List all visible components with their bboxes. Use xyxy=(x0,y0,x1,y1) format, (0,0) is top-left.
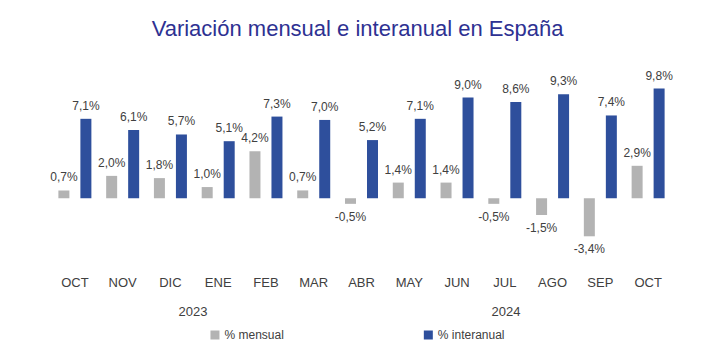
svg-text:7,1%: 7,1% xyxy=(407,99,435,113)
svg-text:8,6%: 8,6% xyxy=(502,82,530,96)
svg-text:% mensual: % mensual xyxy=(224,328,283,342)
svg-text:2,9%: 2,9% xyxy=(623,146,651,160)
svg-text:1,8%: 1,8% xyxy=(146,158,174,172)
svg-text:OCT: OCT xyxy=(61,275,89,290)
svg-text:2023: 2023 xyxy=(179,304,208,319)
svg-text:JUN: JUN xyxy=(444,275,469,290)
svg-text:NOV: NOV xyxy=(109,275,138,290)
svg-text:1,4%: 1,4% xyxy=(385,163,413,177)
svg-text:OCT: OCT xyxy=(634,275,662,290)
svg-text:2,0%: 2,0% xyxy=(98,156,126,170)
svg-text:% interanual: % interanual xyxy=(438,328,505,342)
svg-text:JUL: JUL xyxy=(493,275,516,290)
svg-text:1,4%: 1,4% xyxy=(432,163,460,177)
svg-text:6,1%: 6,1% xyxy=(120,110,148,124)
svg-text:1,0%: 1,0% xyxy=(194,167,222,181)
svg-text:-0,5%: -0,5% xyxy=(335,210,367,224)
svg-text:5,1%: 5,1% xyxy=(216,121,244,135)
svg-text:9,3%: 9,3% xyxy=(550,74,578,88)
svg-text:SEP: SEP xyxy=(587,275,613,290)
svg-text:0,7%: 0,7% xyxy=(50,170,78,184)
svg-text:7,3%: 7,3% xyxy=(263,97,291,111)
svg-text:7,4%: 7,4% xyxy=(598,95,626,109)
svg-text:7,1%: 7,1% xyxy=(72,99,100,113)
svg-text:7,0%: 7,0% xyxy=(311,100,339,114)
svg-text:FEB: FEB xyxy=(253,275,278,290)
svg-text:ENE: ENE xyxy=(205,275,232,290)
svg-text:Variación mensual e interanual: Variación mensual e interanual en España xyxy=(152,16,565,41)
svg-text:0,7%: 0,7% xyxy=(289,170,317,184)
svg-text:-0,5%: -0,5% xyxy=(478,210,510,224)
svg-text:MAR: MAR xyxy=(299,275,328,290)
svg-text:MAY: MAY xyxy=(396,275,424,290)
svg-text:2024: 2024 xyxy=(492,304,521,319)
svg-text:4,2%: 4,2% xyxy=(241,131,269,145)
svg-text:5,7%: 5,7% xyxy=(168,114,196,128)
svg-text:-1,5%: -1,5% xyxy=(526,221,558,235)
svg-text:DIC: DIC xyxy=(159,275,181,290)
svg-text:ABR: ABR xyxy=(348,275,375,290)
svg-text:AGO: AGO xyxy=(538,275,567,290)
svg-text:5,2%: 5,2% xyxy=(359,120,387,134)
svg-text:9,0%: 9,0% xyxy=(454,78,482,92)
svg-text:9,8%: 9,8% xyxy=(645,69,673,83)
svg-text:-3,4%: -3,4% xyxy=(574,242,606,256)
